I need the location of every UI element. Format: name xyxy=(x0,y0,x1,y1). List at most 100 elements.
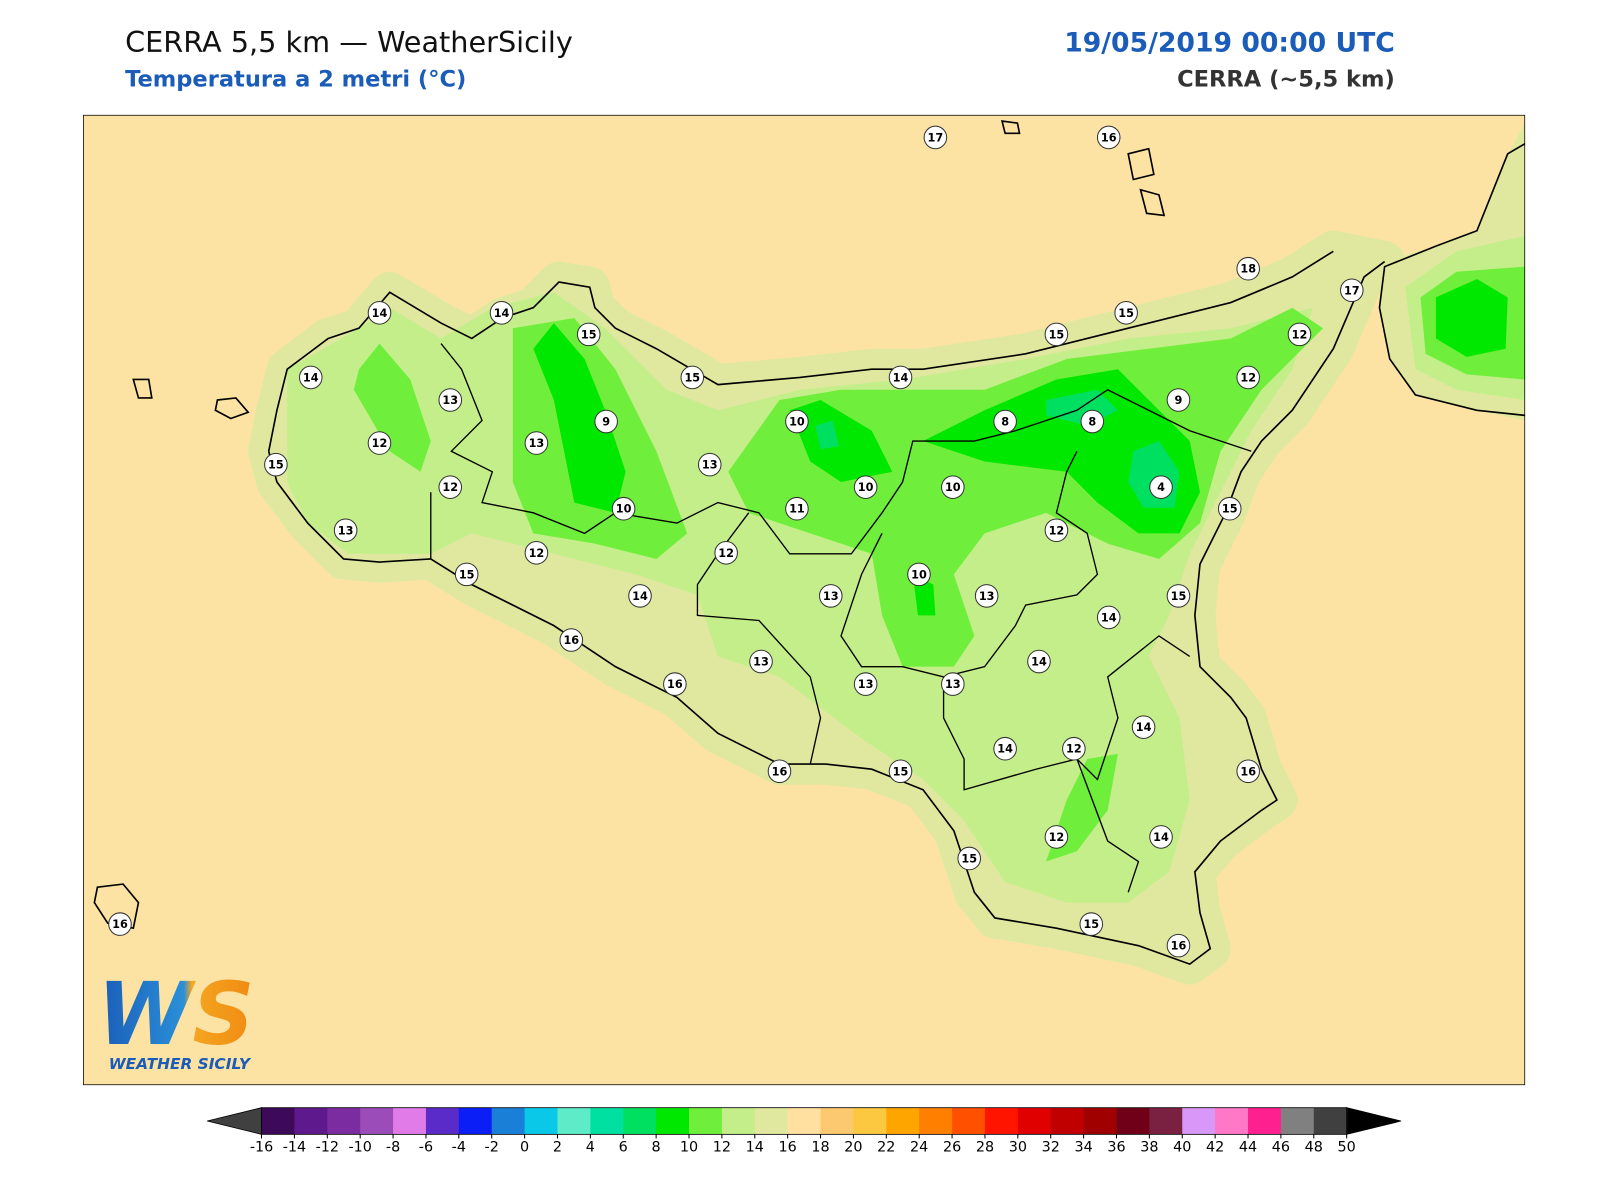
field-8-10 xyxy=(533,282,1513,616)
colorbar-tick-label: 48 xyxy=(1305,1140,1323,1156)
station-marker xyxy=(108,912,132,936)
colorbar-tick-label: 0 xyxy=(520,1140,529,1156)
station-marker xyxy=(853,672,878,696)
colorbar-tick-label: 12 xyxy=(713,1140,731,1156)
colorbar-tick-label: 4 xyxy=(586,1140,595,1156)
colorbar-tick-label: 36 xyxy=(1107,1140,1125,1156)
station-value: 12 xyxy=(1066,743,1082,756)
station-marker xyxy=(298,365,323,390)
station-marker xyxy=(1236,759,1260,784)
colorbar-tick-label: -8 xyxy=(386,1140,400,1156)
colorbar-swatch xyxy=(1017,1107,1052,1135)
station-value: 14 xyxy=(372,307,388,320)
station-value: 10 xyxy=(858,481,874,494)
station-value: 18 xyxy=(1240,263,1256,276)
station-value: 12 xyxy=(442,481,458,494)
station-value: 16 xyxy=(1240,765,1256,778)
station-value: 14 xyxy=(1031,656,1047,669)
station-marker xyxy=(524,541,549,565)
colorbar-swatch xyxy=(1050,1107,1085,1135)
station-marker xyxy=(974,584,999,608)
station-marker xyxy=(438,475,463,499)
colorbar-swatch xyxy=(294,1107,328,1135)
station-marker xyxy=(697,452,722,477)
station-value: 12 xyxy=(1049,524,1065,537)
subtitle: Temperatura a 2 metri (°C) xyxy=(125,67,466,93)
station-value: 16 xyxy=(112,918,128,931)
station-value: 14 xyxy=(1153,831,1169,844)
station-value: 14 xyxy=(1136,721,1152,734)
station-value: 10 xyxy=(911,568,927,581)
station-marker xyxy=(888,365,913,390)
station-value: 15 xyxy=(459,568,475,581)
colorbar-swatch xyxy=(919,1107,953,1135)
station-marker xyxy=(1096,125,1121,150)
station-value: 13 xyxy=(823,590,839,603)
station-labels: 17 16 18 17 14 14 15 15 15 12 14 15 14 12 13 9 9 10 8 8 12 13… xyxy=(108,125,1364,958)
station-marker xyxy=(1236,365,1260,390)
colorbar-swatch xyxy=(1215,1107,1249,1135)
station-value: 14 xyxy=(303,371,319,384)
station-marker xyxy=(785,409,809,434)
colorbar-swatch xyxy=(360,1107,394,1135)
station-value: 13 xyxy=(858,678,874,691)
colorbar-tick-label: 24 xyxy=(910,1140,928,1156)
colorbar-tick-label: 30 xyxy=(1009,1140,1027,1156)
station-value: 8 xyxy=(1088,416,1096,429)
station-value: 15 xyxy=(684,371,700,384)
colorbar-frame xyxy=(261,1107,1348,1135)
station-marker xyxy=(1339,278,1364,303)
colorbar-swatch xyxy=(1116,1107,1150,1135)
colorbar-tick-label: 20 xyxy=(844,1140,862,1156)
station-marker xyxy=(1287,322,1312,347)
colorbar-swatch xyxy=(623,1107,657,1135)
colorbar-swatch xyxy=(853,1107,887,1135)
station-value: 13 xyxy=(338,524,354,537)
colorbar-tick-label: 46 xyxy=(1272,1140,1290,1156)
station-value: 16 xyxy=(772,765,788,778)
colorbar-swatch xyxy=(1280,1107,1315,1135)
logo-mark: WS xyxy=(97,965,254,1065)
calabria-core xyxy=(1435,278,1508,357)
colorbar-tick-label: 50 xyxy=(1338,1140,1356,1156)
station-marker xyxy=(680,365,705,390)
colorbar-swatch xyxy=(984,1107,1019,1135)
islands xyxy=(93,120,1166,930)
station-marker xyxy=(594,409,618,434)
station-marker xyxy=(367,431,392,455)
station-value: 13 xyxy=(702,459,718,472)
station-marker xyxy=(524,431,549,455)
station-marker xyxy=(785,496,809,521)
station-value: 16 xyxy=(563,634,579,647)
colorbar-swatch xyxy=(261,1107,295,1135)
colorbar-over xyxy=(1346,1107,1402,1135)
station-marker xyxy=(1062,736,1086,761)
station-marker xyxy=(818,584,843,608)
colorbar-tick-label: 42 xyxy=(1206,1140,1224,1156)
colorbar-swatch xyxy=(721,1107,756,1135)
colorbar-swatch xyxy=(952,1107,986,1135)
station-marker xyxy=(1044,322,1069,347)
colorbar-swatch xyxy=(886,1107,920,1135)
station-marker xyxy=(714,541,738,565)
colorbar-swatch xyxy=(820,1107,854,1135)
station-value: 9 xyxy=(602,416,610,429)
model-label: CERRA (~5,5 km) xyxy=(1177,67,1395,93)
station-marker xyxy=(611,496,636,521)
colorbar-swatch xyxy=(1083,1107,1118,1135)
colorbar-tick-label: 10 xyxy=(680,1140,698,1156)
colorbar-tick-label: -14 xyxy=(283,1140,306,1156)
colorbar-under xyxy=(207,1107,262,1135)
datetime: 19/05/2019 00:00 UTC xyxy=(1064,28,1395,59)
station-value: 15 xyxy=(1222,503,1238,516)
station-marker xyxy=(1079,912,1104,936)
station-value: 17 xyxy=(928,131,944,144)
station-marker xyxy=(888,759,913,784)
colorbar-swatch xyxy=(1313,1107,1348,1135)
colorbar-swatch xyxy=(557,1107,591,1135)
colorbar-tick-label: 16 xyxy=(779,1140,797,1156)
station-value: 16 xyxy=(1101,131,1117,144)
station-marker xyxy=(957,846,982,871)
